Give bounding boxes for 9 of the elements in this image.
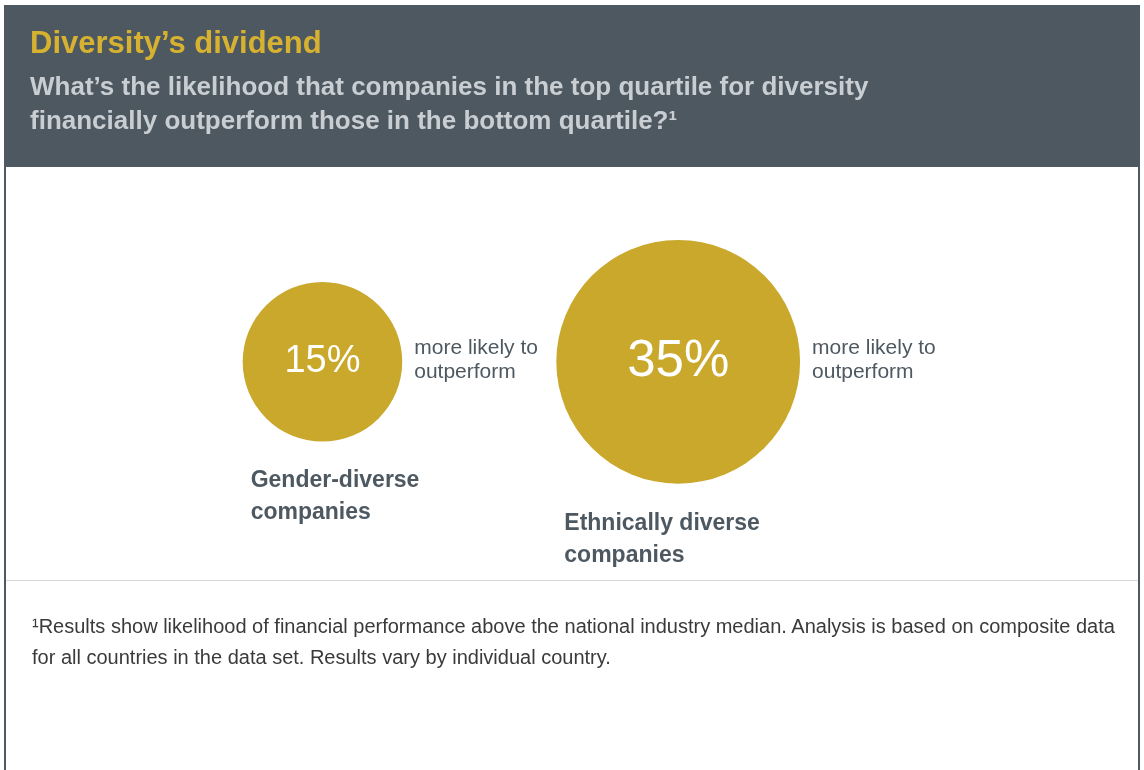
category-label: Ethnically diverse companies <box>564 508 760 567</box>
category-label: Gender-diverse companies <box>250 466 420 525</box>
text: Diversity’s dividend <box>30 25 323 61</box>
text: more likely to outperform <box>812 335 936 383</box>
text: more likely to outperform <box>414 335 538 383</box>
data-label: 35% <box>627 329 730 387</box>
data-label: 15% <box>284 338 361 381</box>
text: ¹Results show likelihood of financial performance above the national industry median. Analysis is based on composite data for all countries in the data set. Results vary by individual country. <box>32 614 1116 670</box>
text: What’s the likelihood that companies in the top quartile for diversity financially outperform those in the bottom quartile?¹ <box>30 70 870 137</box>
